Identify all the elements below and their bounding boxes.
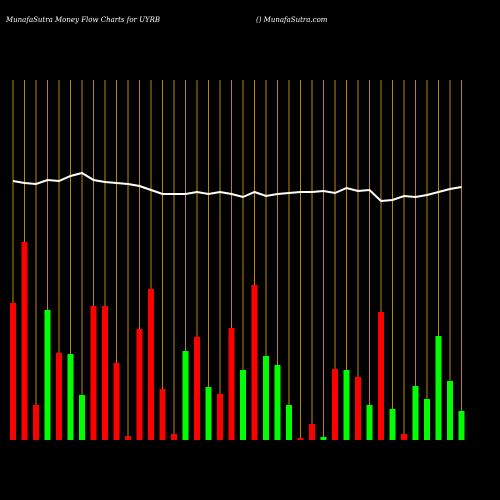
- bar: [33, 405, 39, 440]
- bar: [171, 434, 177, 440]
- bar: [148, 289, 154, 440]
- bar: [67, 354, 74, 440]
- bar: [182, 351, 189, 440]
- bar: [21, 242, 28, 440]
- bar: [458, 411, 465, 440]
- bar: [297, 438, 304, 440]
- bar: [102, 306, 108, 440]
- bar: [286, 405, 292, 440]
- bar: [205, 387, 212, 440]
- bar: [412, 386, 419, 440]
- bar: [10, 303, 16, 440]
- bar: [343, 370, 350, 440]
- bar: [309, 424, 315, 440]
- bar: [125, 436, 131, 440]
- bar: [136, 329, 143, 440]
- bar: [424, 399, 430, 440]
- bar: [366, 405, 373, 440]
- bar: [113, 363, 120, 440]
- bar: [378, 312, 384, 440]
- bar: [79, 395, 85, 440]
- bar: [447, 381, 453, 440]
- bar: [90, 306, 97, 440]
- bar: [389, 409, 396, 440]
- bar: [274, 365, 281, 440]
- bar: [435, 336, 442, 440]
- bar: [401, 434, 407, 440]
- bar: [355, 377, 361, 440]
- bar: [320, 437, 327, 440]
- bar: [159, 389, 166, 440]
- bar: [217, 394, 223, 440]
- bar: [332, 369, 338, 440]
- chart-subtitle: () MunafaSutra.com: [256, 16, 328, 24]
- bar: [194, 337, 200, 440]
- chart-title: MunafaSutra Money Flow Charts for UYRB: [5, 16, 160, 24]
- bar: [56, 353, 62, 440]
- bar: [251, 285, 258, 440]
- bar: [228, 328, 235, 440]
- bar: [240, 370, 246, 440]
- bar: [263, 356, 269, 440]
- bar: [44, 310, 51, 440]
- money-flow-line: [12, 171, 462, 203]
